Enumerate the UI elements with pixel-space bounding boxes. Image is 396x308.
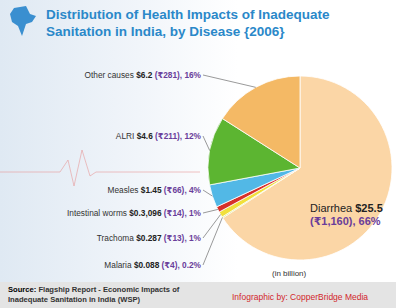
leader-line xyxy=(203,214,221,238)
credit: Infographic by: CopperBridge Media xyxy=(232,292,368,302)
chart: Diarrhea $25.5 (₹1,160), 66% Malaria $0.0… xyxy=(0,0,396,282)
value-part: $0.3,096 xyxy=(129,208,164,218)
value-label: $0.287 (₹13), 1% xyxy=(136,233,201,243)
value-part: $0.088 xyxy=(134,260,162,270)
value-label: $0.3,096 (₹14), 1% xyxy=(129,208,201,218)
leader-line xyxy=(203,190,212,196)
data-label: Malaria $0.088 (₹4), 0.2% xyxy=(104,260,201,270)
title: Distribution of Health Impacts of Inadeq… xyxy=(46,6,391,40)
value-part: (₹14), 1% xyxy=(164,208,202,218)
data-label: Other causes $6.2 (₹281), 16% xyxy=(85,70,202,80)
leader-line xyxy=(203,75,256,87)
value-part: (₹13), 1% xyxy=(164,233,202,243)
data-label: ALRI $4.6 (₹211), 12% xyxy=(116,131,202,141)
value-part: $25.5 xyxy=(355,202,386,214)
category-name: Malaria xyxy=(104,260,134,270)
category-name: Measles xyxy=(108,185,141,195)
category-name: Other causes xyxy=(85,70,137,80)
data-label: Diarrhea $25.5 (₹1,160), 66% xyxy=(310,202,386,227)
category-name: ALRI xyxy=(116,131,137,141)
value-part: (₹211), 12% xyxy=(155,131,202,141)
data-label: Intestinal worms $0.3,096 (₹14), 1% xyxy=(67,208,202,218)
value-part: (₹66), 4% xyxy=(164,185,202,195)
value-label: $0.088 (₹4), 0.2% xyxy=(134,260,202,270)
value-label: $6.2 (₹281), 16% xyxy=(136,70,201,80)
leader-line xyxy=(203,209,218,213)
value-label: $4.6 (₹211), 12% xyxy=(137,131,202,141)
labels: Diarrhea $25.5 (₹1,160), 66% Malaria $0.0… xyxy=(67,70,386,270)
category-name: Trachoma xyxy=(97,233,136,243)
value-part: (₹281), 16% xyxy=(155,70,202,80)
slices xyxy=(208,76,392,260)
source: Source: Flagship Report - Economic Impac… xyxy=(8,285,208,304)
value-part: $0.287 xyxy=(136,233,164,243)
category-name: Diarrhea xyxy=(310,202,355,214)
map-icon xyxy=(10,6,36,36)
value-label: $25.5 (₹1,160), 66% xyxy=(310,202,386,227)
annotation: (in billion) xyxy=(272,269,307,278)
value-part: $1.45 xyxy=(141,185,164,195)
heartbeat-line xyxy=(0,150,200,186)
data-label: Measles $1.45 (₹66), 4% xyxy=(108,185,202,195)
value-part: $4.6 xyxy=(137,131,155,141)
value-label: $1.45 (₹66), 4% xyxy=(141,185,202,195)
value-part: $6.2 xyxy=(136,70,154,80)
leader-line xyxy=(203,136,210,151)
pie-slice xyxy=(222,76,300,168)
value-part: (₹4), 0.2% xyxy=(162,260,202,270)
data-label: Trachoma $0.287 (₹13), 1% xyxy=(97,233,202,243)
category-name: Intestinal worms xyxy=(67,208,129,218)
value-part: (₹1,160), 66% xyxy=(310,215,381,227)
